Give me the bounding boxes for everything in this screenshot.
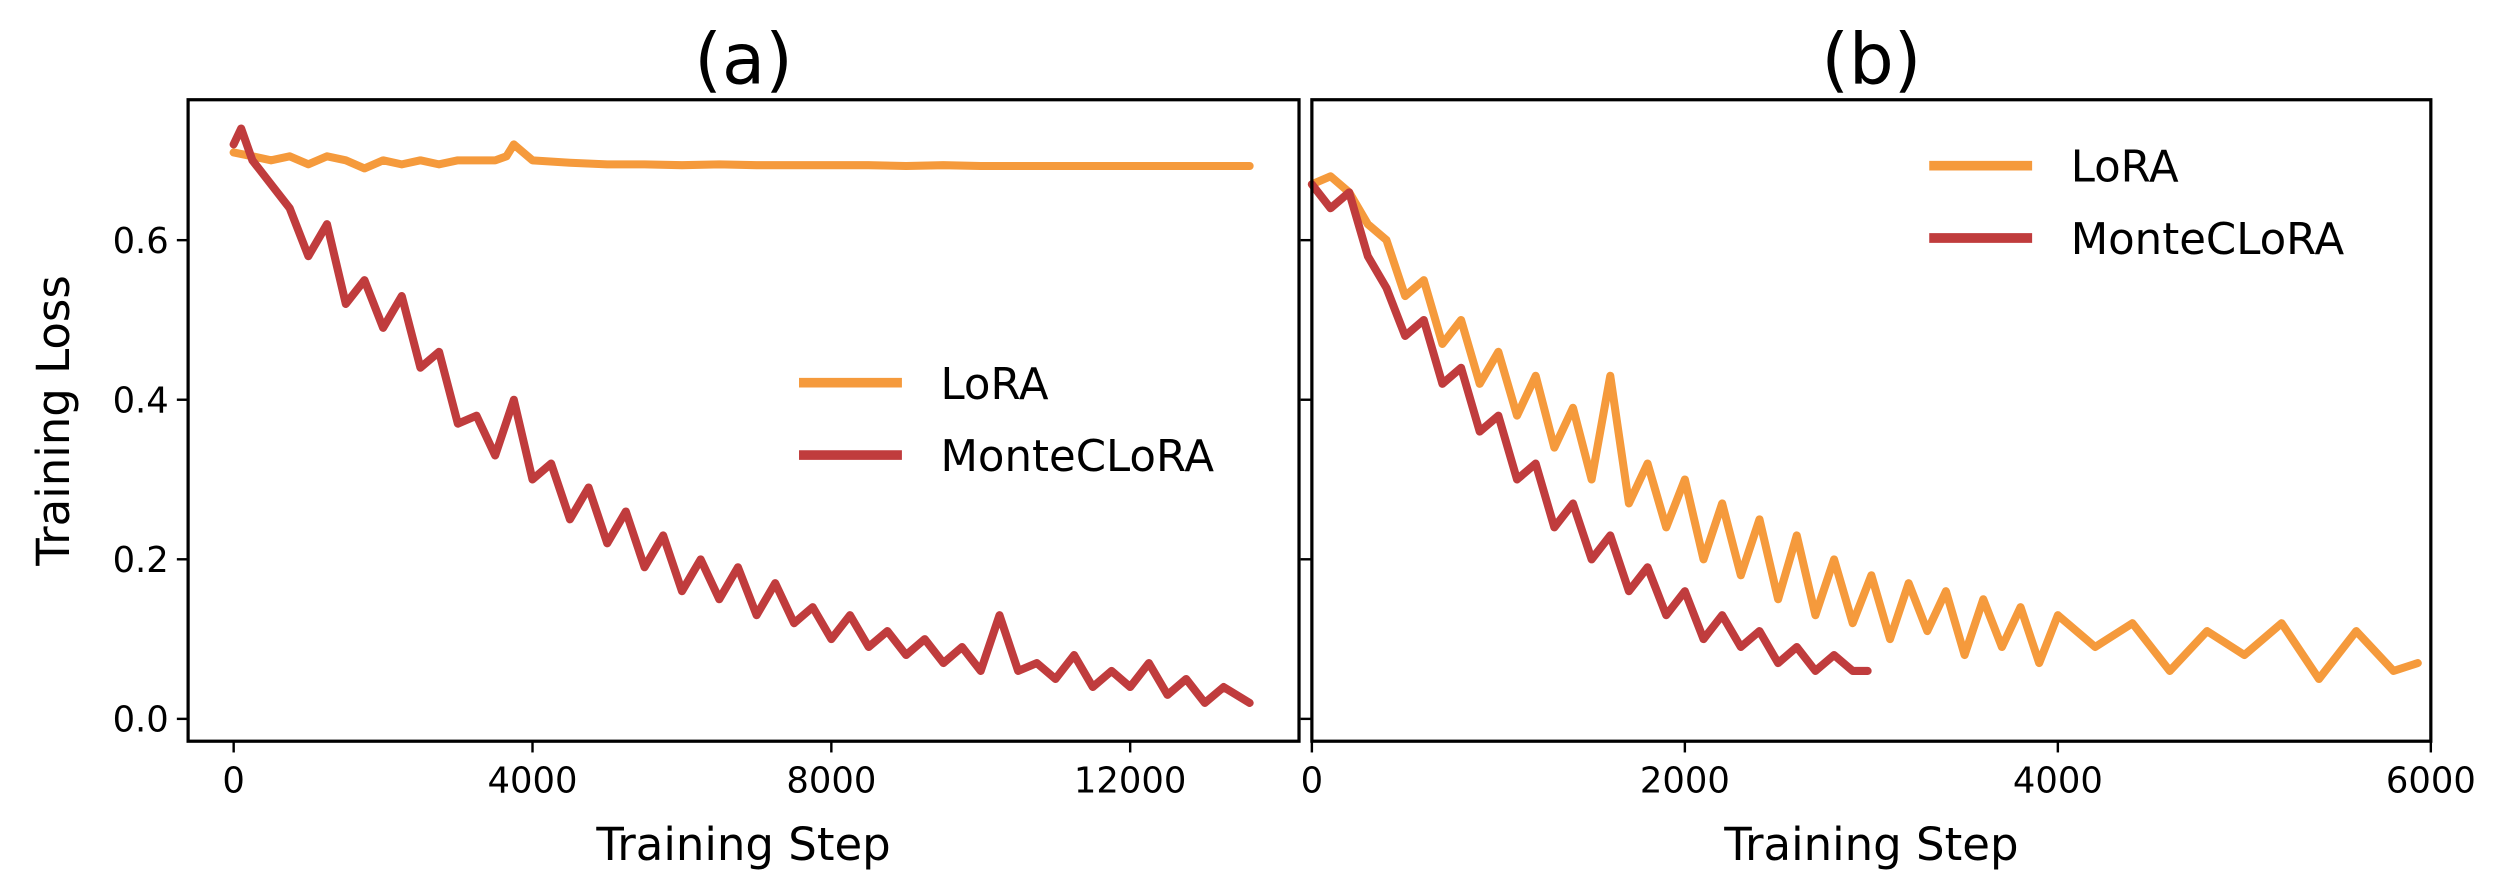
y-tick-label: 0.6	[113, 221, 169, 262]
x-tick-label: 6000	[2386, 761, 2476, 802]
legend-label-lora: LoRA	[941, 360, 1049, 410]
legend-label-lora: LoRA	[2071, 143, 2179, 193]
y-tick-label: 0.2	[113, 540, 169, 581]
series-line-monteclora	[229, 124, 1254, 707]
x-tick-label: 12000	[1074, 761, 1186, 802]
panel-title: (b)	[1821, 18, 1921, 101]
panel-a: 0 4000 8000 12000 0.0 0.2 0.4 0.6 (a) Training St…	[27, 18, 1301, 871]
x-tick-label: 8000	[786, 761, 876, 802]
series-line-lora	[229, 140, 1254, 173]
x-tick-label: 4000	[2013, 761, 2103, 802]
x-axis-label: Training Step	[595, 818, 890, 871]
x-tick-label: 0	[222, 761, 244, 802]
series-line-lora	[1307, 172, 2422, 684]
x-tick-label: 2000	[1640, 761, 1730, 802]
y-axis-label: Training Loss	[27, 275, 80, 567]
axes-frame	[1310, 98, 2433, 743]
series-line-monteclora	[1307, 180, 1872, 675]
legend: LoRA MonteCLoRA	[1929, 143, 2345, 265]
y-tick-label: 0.4	[113, 381, 169, 422]
legend-label-monteclora: MonteCLoRA	[941, 432, 1215, 482]
x-tick-label: 0	[1301, 761, 1324, 802]
panel-b: 0 2000 4000 6000 (b) Training Step LoRA MonteCL…	[1300, 18, 2476, 871]
x-tick-label: 4000	[488, 761, 578, 802]
legend: LoRA MonteCLoRA	[799, 360, 1214, 482]
y-tick-label: 0.0	[113, 700, 169, 741]
panel-title: (a)	[694, 18, 793, 101]
x-axis-label: Training Step	[1723, 818, 2018, 871]
axes-frame	[186, 98, 1301, 743]
legend-label-monteclora: MonteCLoRA	[2071, 215, 2345, 265]
